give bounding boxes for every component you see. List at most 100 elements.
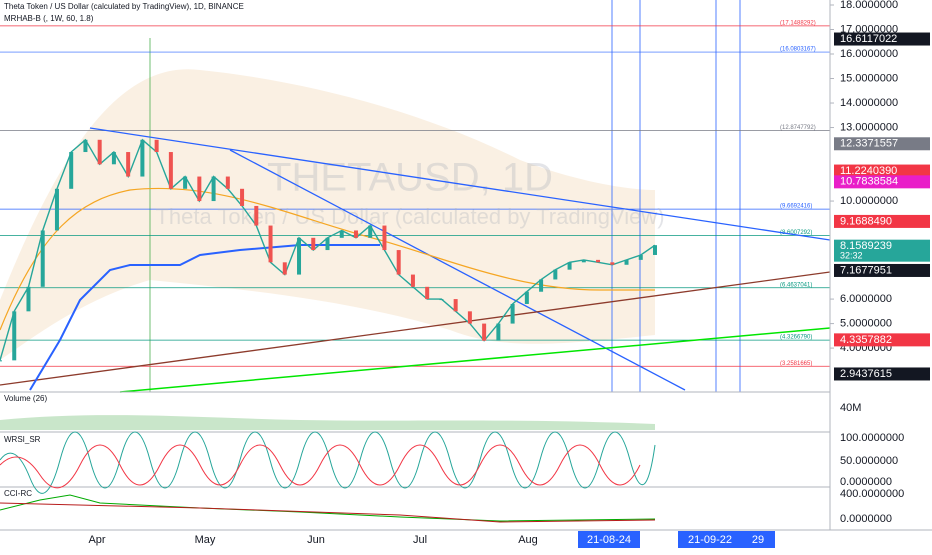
price-tag-label: 7.1677951 bbox=[840, 264, 892, 276]
price-axis-label: 16.0000000 bbox=[840, 48, 898, 60]
candle bbox=[581, 259, 586, 263]
panel-label: CCI-RC bbox=[4, 489, 32, 498]
candle bbox=[510, 303, 515, 324]
candle bbox=[83, 139, 88, 153]
candle bbox=[653, 245, 657, 255]
price-tag bbox=[834, 367, 930, 381]
axis-label: 40M bbox=[840, 402, 861, 414]
candle bbox=[297, 237, 302, 275]
candle bbox=[638, 254, 643, 260]
wrsi-line bbox=[0, 431, 656, 494]
candle bbox=[467, 311, 472, 324]
candle bbox=[154, 139, 159, 153]
price-axis-label: 10.0000000 bbox=[840, 195, 898, 207]
price-axis-label: 6.0000000 bbox=[840, 293, 892, 305]
candle bbox=[496, 323, 501, 341]
candle bbox=[40, 230, 45, 287]
candle bbox=[126, 152, 131, 177]
level-label: (8.6007292) bbox=[780, 230, 812, 236]
moving-average bbox=[0, 187, 655, 331]
price-tag-label: 16.6117022 bbox=[840, 33, 897, 45]
candle bbox=[311, 237, 316, 251]
candle bbox=[553, 269, 558, 280]
candle bbox=[225, 176, 230, 189]
trend-line bbox=[229, 149, 686, 391]
watermark-sub: Theta Token / US Dollar (calculated by T… bbox=[155, 204, 664, 229]
candle bbox=[282, 262, 287, 275]
watermark: THETAUSD, 1D bbox=[267, 156, 553, 200]
candle bbox=[524, 291, 529, 304]
candle bbox=[240, 188, 245, 206]
price-tag bbox=[834, 164, 930, 178]
candle bbox=[382, 225, 387, 251]
candle bbox=[54, 188, 59, 231]
level-label: (4.3266790) bbox=[780, 335, 812, 341]
month-label: Aug bbox=[518, 534, 538, 546]
panel-label: WRSI_SR bbox=[4, 435, 41, 444]
cci-signal bbox=[0, 502, 656, 523]
price-tag-label: 2.9437615 bbox=[840, 368, 892, 380]
month-label: Jul bbox=[413, 534, 427, 546]
month-label: Apr bbox=[88, 534, 105, 546]
indicator-label: MRHAB-B (, 1W, 60, 1.8) bbox=[4, 14, 94, 23]
volume-area bbox=[0, 415, 655, 430]
price-tag bbox=[834, 263, 930, 277]
price-axis-label: 18.0000000 bbox=[840, 0, 898, 11]
level-label: (9.6692416) bbox=[780, 204, 812, 210]
candle bbox=[111, 152, 116, 165]
candle bbox=[69, 152, 74, 189]
candle bbox=[439, 299, 444, 301]
level-label: (6.4637041) bbox=[780, 282, 812, 288]
candle bbox=[410, 274, 415, 287]
candle bbox=[268, 225, 273, 263]
price-tag-label: 9.1688490 bbox=[840, 215, 892, 227]
candle bbox=[97, 139, 102, 165]
axis-label: 400.0000000 bbox=[840, 488, 904, 500]
axis-label: 0.0000000 bbox=[840, 476, 892, 488]
date-label: 21-09-22 bbox=[688, 534, 732, 546]
level-label: (3.2581665) bbox=[780, 361, 812, 367]
axis-label: 50.0000000 bbox=[840, 455, 898, 467]
price-axis-label: 17.0000000 bbox=[840, 23, 898, 35]
price-axis-label: 15.0000000 bbox=[840, 72, 898, 84]
candle bbox=[197, 176, 202, 202]
candle bbox=[26, 286, 31, 312]
level-label: (16.0803167) bbox=[780, 47, 816, 53]
price-tag-label: 4.3357882 bbox=[840, 334, 892, 346]
candle bbox=[12, 311, 17, 361]
trend-line bbox=[89, 127, 831, 241]
candle bbox=[596, 259, 601, 263]
panel-label: Volume (26) bbox=[4, 394, 47, 403]
level-label: (12.8747792) bbox=[780, 125, 816, 131]
candle bbox=[396, 250, 401, 275]
price-axis-label: 14.0000000 bbox=[840, 97, 898, 109]
candle bbox=[539, 279, 544, 292]
candle bbox=[353, 230, 358, 238]
date-tag bbox=[578, 531, 640, 548]
candle bbox=[211, 176, 216, 202]
level-label: (17.1488292) bbox=[780, 20, 816, 26]
candle bbox=[425, 286, 430, 300]
axis-label: 0.0000000 bbox=[840, 513, 892, 525]
axis-label: 100.0000000 bbox=[840, 432, 904, 444]
month-label: Jun bbox=[307, 534, 325, 546]
candle bbox=[325, 237, 330, 251]
price-tag bbox=[834, 333, 930, 347]
countdown: 32:32 bbox=[840, 251, 863, 261]
date-label: 21-08-24 bbox=[587, 534, 631, 546]
date-tag bbox=[678, 531, 775, 548]
candle bbox=[453, 299, 458, 312]
price-line bbox=[0, 138, 656, 361]
candle bbox=[567, 262, 572, 270]
price-tag-label: 10.7838584 bbox=[840, 176, 898, 188]
candle bbox=[339, 230, 344, 238]
month-label: May bbox=[195, 534, 216, 546]
candle bbox=[140, 139, 145, 177]
price-tag bbox=[834, 214, 930, 228]
price-axis-label: 13.0000000 bbox=[840, 121, 898, 133]
price-tag bbox=[834, 239, 930, 262]
candle bbox=[610, 262, 615, 265]
candle bbox=[624, 259, 629, 265]
price-tag-label: 11.2240390 bbox=[840, 165, 897, 177]
